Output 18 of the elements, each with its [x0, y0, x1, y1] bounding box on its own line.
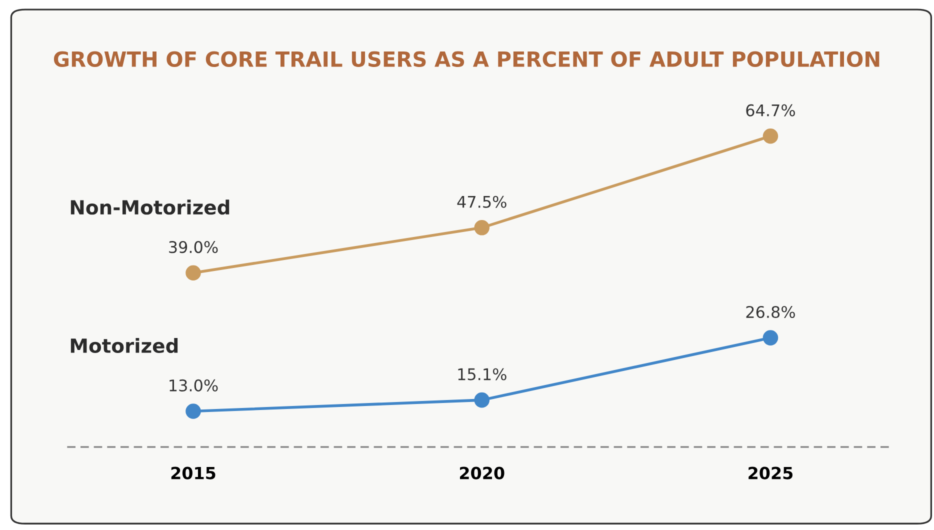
x-tick-label: 2025 [748, 466, 793, 480]
text: Motorized [70, 338, 178, 354]
point [186, 265, 201, 281]
data-label: 39.0% [169, 241, 218, 254]
point [474, 220, 490, 236]
data-label: 47.5% [457, 196, 506, 208]
point [186, 404, 201, 419]
data-label: 13.0% [170, 379, 218, 392]
data-label: 26.8% [746, 306, 795, 318]
data-label: 15.1% [458, 368, 506, 380]
x-tick-label: 2020 [460, 466, 504, 480]
data-label: 64.7% [746, 104, 795, 116]
x-tick-label: 2015 [171, 466, 216, 480]
point [474, 392, 490, 408]
point [762, 330, 778, 346]
point [762, 128, 778, 144]
chart-title: GROWTH OF CORE TRAIL USERS AS A PERCENT OF ADULT POPULATION [54, 51, 880, 67]
text: Non-Motorized [70, 200, 230, 215]
